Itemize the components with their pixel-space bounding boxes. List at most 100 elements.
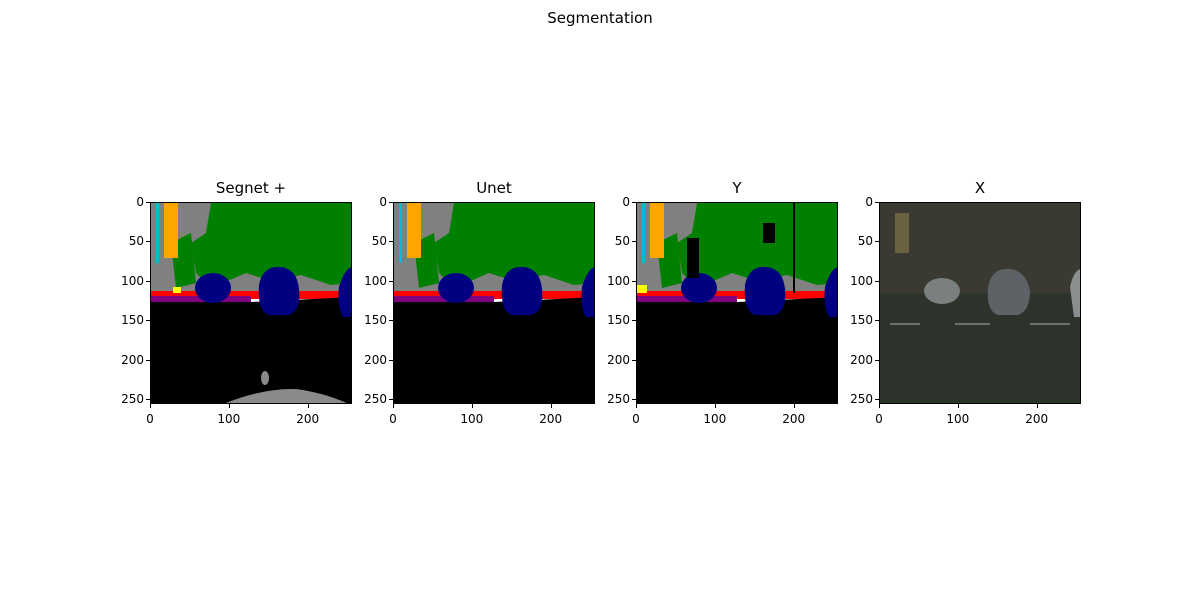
car-3 bbox=[1070, 269, 1080, 317]
x-tick-mark bbox=[957, 404, 959, 408]
y-tick-label: 250 bbox=[121, 392, 144, 407]
car-3 bbox=[824, 267, 837, 317]
y-tick-mark bbox=[632, 359, 636, 361]
y-tick-label: 0 bbox=[136, 195, 144, 209]
y-tick-label: 0 bbox=[379, 195, 387, 209]
x-tick-mark bbox=[550, 404, 552, 408]
dark-spot-2 bbox=[763, 223, 775, 243]
car-1 bbox=[195, 273, 231, 303]
noise-region bbox=[225, 388, 347, 403]
x-tick-label: 200 bbox=[539, 412, 563, 426]
dark-spot bbox=[687, 238, 699, 278]
subplot-title: X bbox=[974, 179, 986, 197]
x-tick-label: 0 bbox=[632, 412, 640, 426]
y-tick-mark bbox=[389, 280, 393, 282]
pole-line bbox=[793, 203, 795, 293]
y-tick-mark bbox=[875, 280, 879, 282]
car-1 bbox=[681, 273, 717, 303]
y-tick-label: 100 bbox=[364, 273, 387, 288]
image-frame bbox=[393, 202, 595, 404]
road-upper bbox=[151, 297, 351, 403]
subplot-title: Segnet + bbox=[215, 179, 287, 197]
y-tick-label: 200 bbox=[121, 352, 144, 367]
x-tick-label: 0 bbox=[146, 412, 154, 426]
figure-title: Segmentation bbox=[547, 9, 653, 27]
car-2 bbox=[501, 266, 543, 315]
x-tick-label: 100 bbox=[217, 412, 241, 426]
pole-region bbox=[164, 203, 178, 258]
x-tick-label: 200 bbox=[1025, 412, 1049, 426]
y-tick-mark bbox=[389, 320, 393, 322]
y-tick-label: 250 bbox=[850, 392, 873, 407]
x-tick-mark bbox=[636, 404, 637, 408]
y-tick-label: 50 bbox=[614, 234, 630, 249]
car-3 bbox=[581, 267, 594, 317]
sign bbox=[895, 213, 909, 253]
y-tick-mark bbox=[146, 399, 150, 401]
y-tick-mark bbox=[146, 241, 150, 243]
car-2 bbox=[987, 268, 1030, 315]
y-tick-label: 100 bbox=[121, 273, 144, 288]
subplot-title: Y bbox=[732, 179, 742, 197]
y-tick-label: 250 bbox=[607, 392, 630, 407]
bottom-line bbox=[429, 403, 584, 404]
y-tick-label: 50 bbox=[857, 234, 873, 249]
y-tick-label: 200 bbox=[850, 352, 873, 367]
x-tick-mark bbox=[307, 404, 309, 408]
y-tick-mark bbox=[632, 202, 636, 203]
y-tick-mark bbox=[389, 359, 393, 361]
x-tick-label: 100 bbox=[703, 412, 727, 426]
y-tick-mark bbox=[632, 280, 636, 282]
x-tick-mark bbox=[793, 404, 795, 408]
car-3 bbox=[338, 267, 351, 317]
y-tick-mark bbox=[632, 399, 636, 401]
vegetation-region bbox=[677, 203, 837, 288]
yellow-spot bbox=[173, 287, 181, 293]
x-tick-label: 0 bbox=[875, 412, 883, 426]
y-tick-mark bbox=[875, 202, 879, 203]
road-upper bbox=[394, 297, 594, 403]
x-tick-label: 100 bbox=[460, 412, 484, 426]
x-tick-mark bbox=[471, 404, 473, 408]
image-frame bbox=[879, 202, 1081, 404]
sign-region bbox=[399, 203, 402, 263]
y-tick-label: 200 bbox=[364, 352, 387, 367]
vegetation-region bbox=[191, 203, 351, 288]
subplot-title: Unet bbox=[476, 179, 512, 197]
lane-mark bbox=[1030, 323, 1070, 325]
pole-region bbox=[650, 203, 664, 258]
y-tick-mark bbox=[146, 320, 150, 322]
y-tick-mark bbox=[146, 202, 150, 203]
y-tick-mark bbox=[875, 241, 879, 243]
y-tick-mark bbox=[389, 202, 393, 203]
y-tick-label: 100 bbox=[850, 273, 873, 288]
y-tick-mark bbox=[875, 359, 879, 361]
x-tick-mark bbox=[879, 404, 880, 408]
sign-region bbox=[642, 203, 645, 263]
car-2 bbox=[258, 266, 300, 315]
car-1 bbox=[924, 278, 960, 304]
sidewalk-region bbox=[637, 291, 837, 299]
segmentation-image bbox=[394, 203, 594, 404]
image-frame bbox=[636, 202, 838, 404]
y-tick-label: 0 bbox=[622, 195, 630, 209]
noise-spot bbox=[261, 371, 269, 385]
x-tick-label: 0 bbox=[389, 412, 397, 426]
y-tick-label: 150 bbox=[121, 313, 144, 328]
yellow-spot bbox=[637, 285, 647, 293]
y-tick-label: 150 bbox=[364, 313, 387, 328]
road bbox=[880, 295, 1080, 403]
x-tick-mark bbox=[228, 404, 230, 408]
y-tick-label: 150 bbox=[607, 313, 630, 328]
y-tick-label: 100 bbox=[607, 273, 630, 288]
y-tick-mark bbox=[146, 280, 150, 282]
sidewalk-region bbox=[151, 291, 351, 299]
lane-mark bbox=[890, 323, 920, 325]
y-tick-mark bbox=[875, 320, 879, 322]
x-tick-mark bbox=[714, 404, 716, 408]
lane-mark bbox=[955, 323, 990, 325]
road-upper bbox=[637, 297, 837, 403]
y-tick-label: 200 bbox=[607, 352, 630, 367]
segmentation-image bbox=[880, 203, 1080, 403]
y-tick-mark bbox=[875, 399, 879, 401]
